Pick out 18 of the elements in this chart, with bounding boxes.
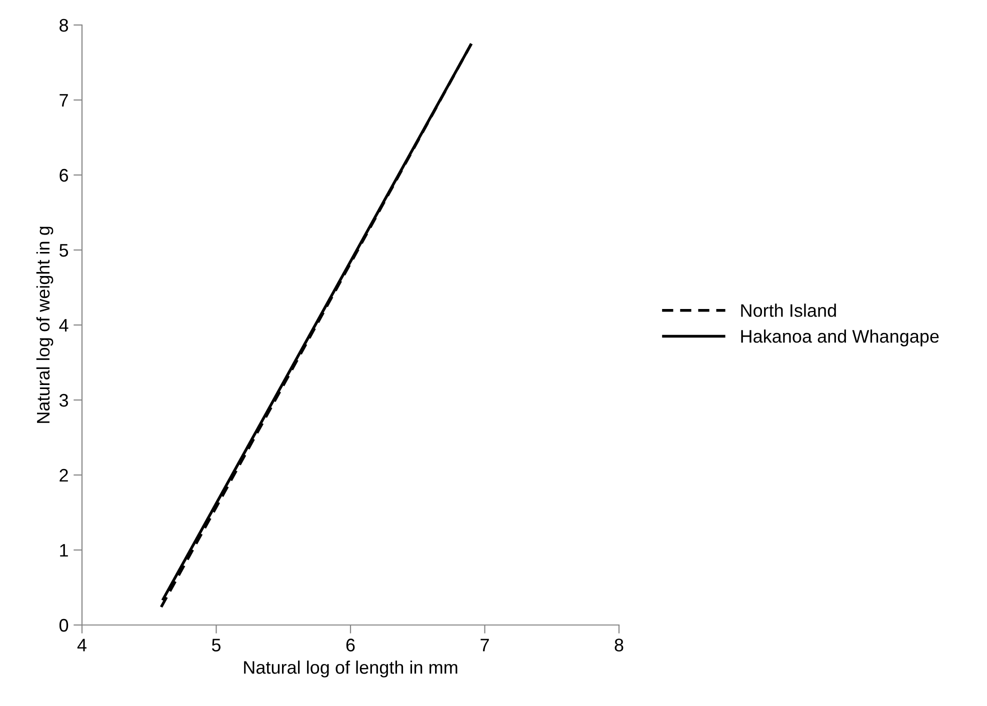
y-tick-label: 4 <box>59 319 68 332</box>
legend-label: North Island <box>741 304 836 317</box>
x-tick-label: 6 <box>346 638 355 652</box>
x-tick-label: 4 <box>77 638 86 652</box>
y-tick-label: 2 <box>60 468 68 482</box>
x-tick-label: 5 <box>212 638 221 652</box>
x-tick-label: 8 <box>614 638 624 652</box>
x-axis-title: Natural log of length in mm <box>244 660 458 678</box>
legend-label: Hakanoa and Whangape <box>741 330 939 346</box>
y-tick-label: 7 <box>60 94 68 107</box>
y-tick-label: 0 <box>59 618 68 632</box>
y-tick-label: 6 <box>60 168 68 182</box>
y-tick-label: 3 <box>59 394 68 407</box>
y-tick-label: 1 <box>60 544 68 557</box>
y-tick-label: 8 <box>60 18 68 32</box>
x-tick-label: 7 <box>480 638 489 652</box>
y-axis-title: Natural log of weight in g <box>36 226 54 423</box>
y-tick-label: 5 <box>59 244 68 257</box>
